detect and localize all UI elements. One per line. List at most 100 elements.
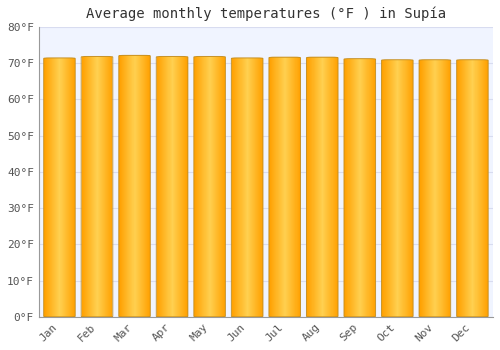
Bar: [121, 55, 122, 317]
Bar: [370, 59, 371, 317]
Bar: [84, 56, 85, 317]
Bar: [142, 55, 144, 317]
Bar: [95, 56, 96, 317]
Bar: [424, 60, 425, 317]
Bar: [137, 55, 138, 317]
Bar: [243, 58, 244, 317]
Bar: [390, 60, 391, 317]
Bar: [316, 57, 317, 317]
Bar: [480, 60, 481, 317]
Bar: [257, 58, 258, 317]
Bar: [315, 57, 316, 317]
Bar: [408, 60, 409, 317]
Bar: [259, 58, 260, 317]
Bar: [482, 60, 483, 317]
Bar: [183, 56, 184, 317]
Bar: [320, 57, 322, 317]
Bar: [361, 59, 362, 317]
Bar: [172, 56, 173, 317]
Bar: [420, 60, 421, 317]
Bar: [278, 57, 279, 317]
Bar: [199, 56, 200, 317]
Bar: [294, 57, 295, 317]
Bar: [122, 55, 124, 317]
Bar: [248, 58, 249, 317]
Bar: [403, 60, 404, 317]
Bar: [385, 60, 386, 317]
Bar: [475, 60, 476, 317]
Bar: [201, 56, 202, 317]
Bar: [238, 58, 239, 317]
Bar: [139, 55, 140, 317]
Bar: [474, 60, 475, 317]
Bar: [277, 57, 278, 317]
Bar: [399, 60, 400, 317]
Bar: [250, 58, 251, 317]
Bar: [391, 60, 392, 317]
Bar: [354, 59, 355, 317]
Bar: [309, 57, 310, 317]
Bar: [104, 56, 105, 317]
Bar: [293, 57, 294, 317]
Bar: [323, 57, 324, 317]
Bar: [324, 57, 325, 317]
Bar: [90, 56, 91, 317]
Bar: [477, 60, 478, 317]
Bar: [271, 57, 272, 317]
Bar: [164, 56, 165, 317]
Bar: [457, 60, 458, 317]
Bar: [127, 55, 128, 317]
Bar: [296, 57, 297, 317]
Bar: [46, 58, 47, 317]
Bar: [260, 58, 261, 317]
Bar: [298, 57, 299, 317]
Bar: [132, 55, 133, 317]
Bar: [308, 57, 309, 317]
Bar: [327, 57, 328, 317]
Bar: [448, 60, 449, 317]
Bar: [205, 56, 206, 317]
Bar: [123, 55, 124, 317]
Bar: [423, 60, 424, 317]
Bar: [395, 60, 396, 317]
Bar: [350, 59, 351, 317]
Bar: [272, 57, 273, 317]
Bar: [145, 55, 146, 317]
Bar: [387, 60, 388, 317]
Bar: [178, 56, 180, 317]
Bar: [141, 55, 142, 317]
Bar: [182, 56, 183, 317]
Bar: [460, 60, 461, 317]
Bar: [448, 60, 450, 317]
Bar: [362, 59, 363, 317]
Bar: [110, 56, 111, 317]
Bar: [174, 56, 175, 317]
Bar: [289, 57, 290, 317]
Bar: [246, 58, 247, 317]
Bar: [97, 56, 98, 317]
Bar: [50, 58, 51, 317]
Bar: [372, 59, 373, 317]
Bar: [89, 56, 90, 317]
Bar: [280, 57, 281, 317]
Bar: [70, 58, 71, 317]
Bar: [348, 59, 349, 317]
Bar: [211, 56, 212, 317]
Bar: [157, 56, 158, 317]
Bar: [48, 58, 49, 317]
Bar: [184, 56, 185, 317]
Bar: [144, 55, 145, 317]
Bar: [119, 55, 120, 317]
Bar: [421, 60, 422, 317]
Bar: [307, 57, 308, 317]
Bar: [275, 57, 276, 317]
Bar: [103, 56, 104, 317]
Bar: [310, 57, 311, 317]
Bar: [458, 60, 459, 317]
Bar: [357, 59, 358, 317]
Bar: [58, 58, 59, 317]
Bar: [65, 58, 66, 317]
Bar: [273, 57, 274, 317]
Bar: [437, 60, 438, 317]
Bar: [297, 57, 298, 317]
